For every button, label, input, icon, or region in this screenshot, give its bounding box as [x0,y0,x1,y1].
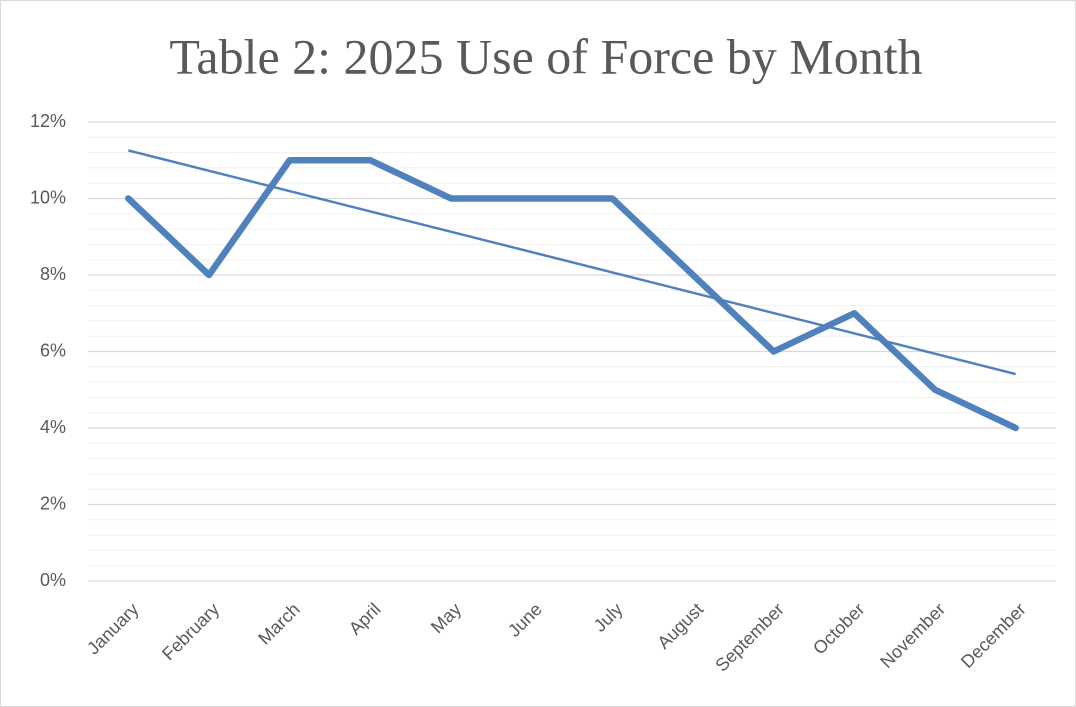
y-tick-label: 0% [40,570,66,590]
y-tick-label: 12% [30,111,66,131]
y-tick-label: 4% [40,417,66,437]
y-tick-label: 10% [30,187,66,207]
chart-title: Table 2: 2025 Use of Force by Month [169,28,922,84]
y-tick-label: 6% [40,340,66,360]
trendline [128,149,1016,376]
y-tick-label: 2% [40,493,66,513]
series-line [125,157,1019,432]
y-tick-label: 8% [40,264,66,284]
